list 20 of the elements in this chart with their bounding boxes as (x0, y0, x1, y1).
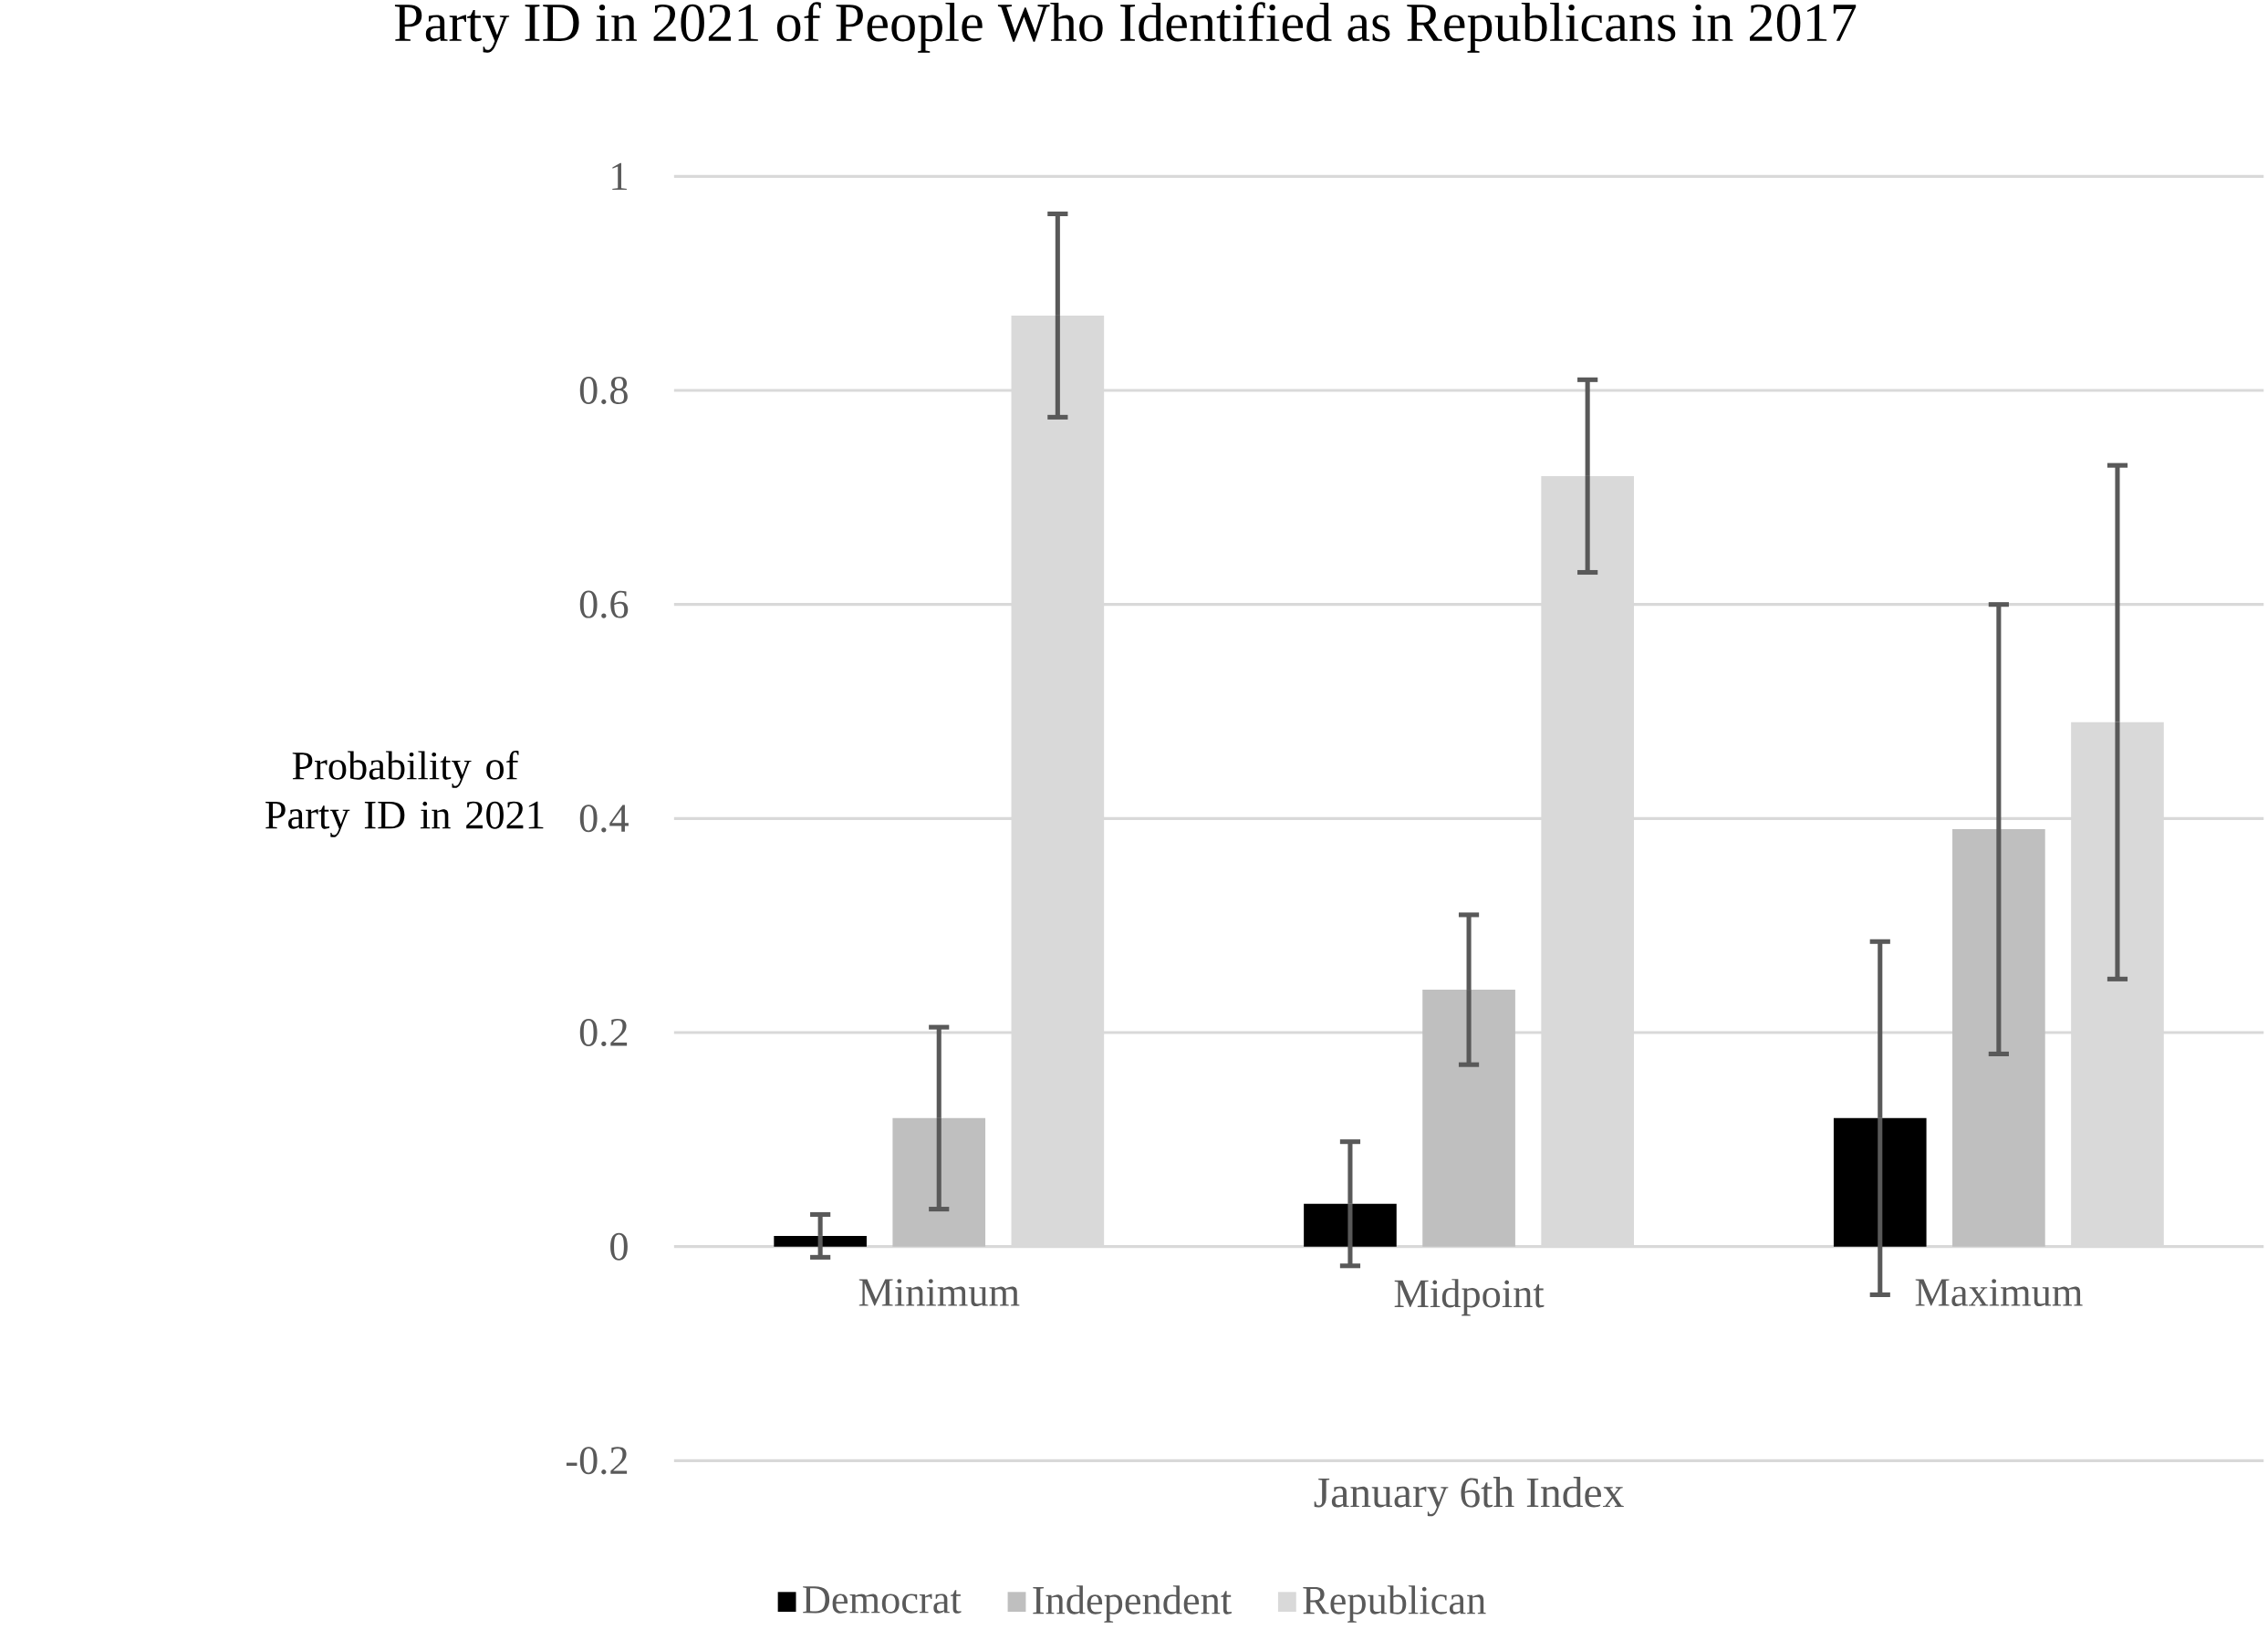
y-tick-label: -0.2 (566, 1447, 628, 1475)
y-tick-label: 0 (610, 1232, 628, 1261)
x-tick-label: Minimum (858, 1279, 1020, 1307)
x-tick-label: Midpoint (1394, 1279, 1545, 1316)
bar (1011, 316, 1105, 1247)
bar (1422, 990, 1515, 1247)
x-tick-label: Maximum (1915, 1279, 2083, 1307)
x-axis-title: January 6th Index (1314, 1477, 1624, 1517)
legend-label: Republican (1303, 1585, 1486, 1623)
y-tick-label: 0.6 (579, 590, 629, 618)
legend-label: Democrat (803, 1586, 962, 1614)
chart-title: Party ID in 2021 of People Who Identified as Republicans in 2017 (394, 2, 1857, 53)
y-tick-label: 1 (612, 162, 627, 191)
bar (1541, 476, 1634, 1247)
y-axis-title: Probability of Party ID in 2021 (265, 751, 544, 837)
bar (2071, 722, 2164, 1247)
y-tick-label: 0.8 (579, 377, 628, 405)
legend-label: Independent (1033, 1585, 1232, 1623)
y-tick-label: 0.2 (579, 1018, 628, 1047)
y-tick-label: 0.4 (579, 805, 629, 833)
